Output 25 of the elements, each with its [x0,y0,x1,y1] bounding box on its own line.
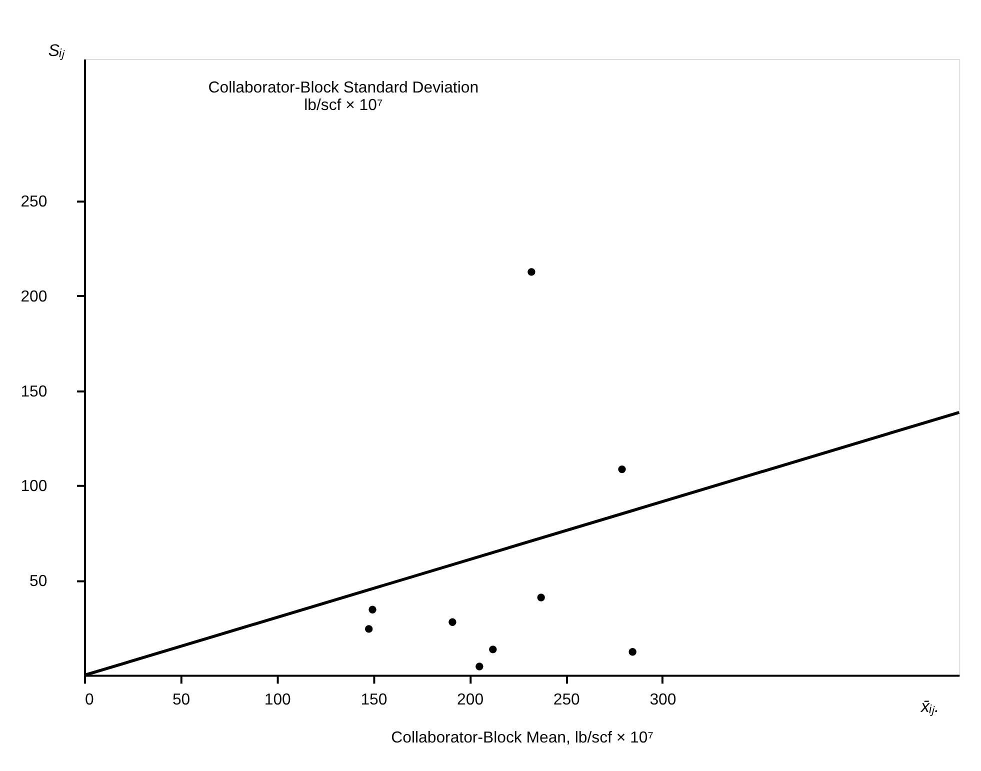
point [618,465,626,474]
point [628,648,636,656]
x-tick-label: 150 [360,692,388,709]
y-tick-label: 50 [30,572,48,590]
x-axis-title: Collaborator-Block Mean, lb/scf × 10⁷ [391,729,654,746]
point [537,594,545,602]
point [364,625,373,633]
text: x̄ᵢⱼ. [920,696,940,717]
y-tick-label: 200 [20,288,48,306]
x-tick-label: 250 [553,692,580,709]
point [528,268,536,276]
point [368,606,376,614]
point [476,662,484,670]
y-tick-label: 150 [20,383,48,400]
x-tick-label: 200 [457,692,484,709]
x-tick-label: 0 [84,692,94,709]
x-tick-label: 300 [650,692,676,709]
y-axis-title: Collaborator-Block Standard Deviation lb/scf × 10⁷ [208,79,479,114]
x-tick-label: 100 [264,692,292,709]
point [489,646,497,654]
text: Sᵢⱼ [48,41,66,62]
y-tick-label: 250 [20,194,48,211]
point [448,618,456,626]
x-tick-label: 50 [172,692,190,709]
y-tick-label: 100 [20,478,48,496]
